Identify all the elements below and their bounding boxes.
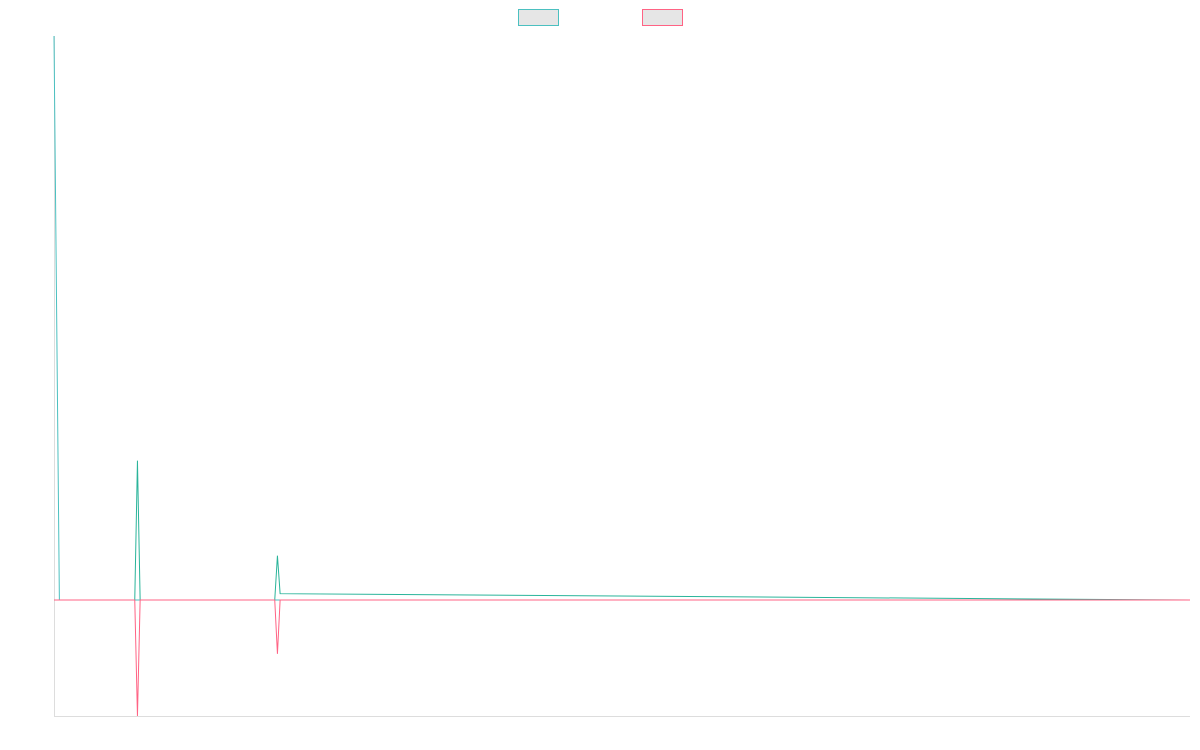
legend-swatch-1[interactable]: [518, 9, 559, 26]
legend[interactable]: [518, 9, 683, 26]
axes: [54, 36, 1190, 717]
series-line-1: [53, 35, 1190, 601]
series-line-3: [54, 599, 1190, 717]
legend-swatch-2[interactable]: [642, 9, 683, 26]
series-line-2: [54, 460, 1191, 601]
series-layer: [53, 35, 1191, 717]
